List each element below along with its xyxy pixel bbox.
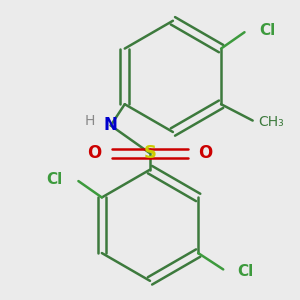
Text: N: N (104, 116, 118, 134)
Text: Cl: Cl (259, 23, 275, 38)
Text: Cl: Cl (46, 172, 63, 187)
Text: Cl: Cl (237, 263, 254, 278)
Text: S: S (143, 144, 157, 162)
Text: O: O (87, 144, 101, 162)
Text: H: H (84, 114, 95, 128)
Text: CH₃: CH₃ (258, 115, 284, 129)
Text: O: O (199, 144, 213, 162)
